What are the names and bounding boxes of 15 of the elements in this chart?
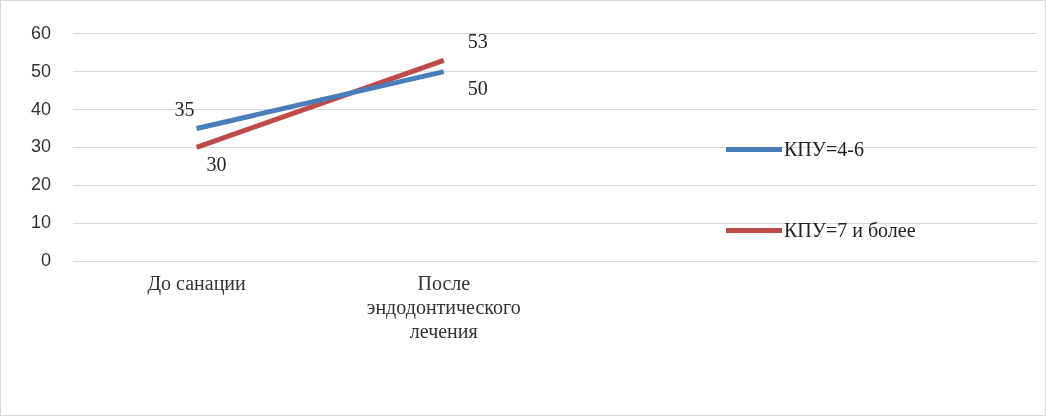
y-tick-label: 0: [41, 249, 52, 270]
data-label: 30: [206, 152, 227, 175]
x-tick-label: До санации: [147, 272, 247, 296]
legend-label: КПУ=4-6: [784, 137, 864, 161]
y-tick-label: 50: [30, 60, 52, 81]
y-tick-label: 30: [30, 136, 52, 157]
data-label: 50: [467, 76, 488, 99]
y-tick-label: 40: [30, 98, 52, 119]
y-tick-label: 10: [30, 212, 52, 233]
y-tick-label: 20: [30, 174, 52, 195]
y-tick-label: 60: [30, 22, 52, 43]
x-tick-label: После эндодонтического лечения: [366, 272, 521, 343]
data-label: 35: [174, 97, 195, 120]
legend-label: КПУ=7 и более: [784, 218, 916, 242]
data-label: 53: [467, 29, 488, 52]
